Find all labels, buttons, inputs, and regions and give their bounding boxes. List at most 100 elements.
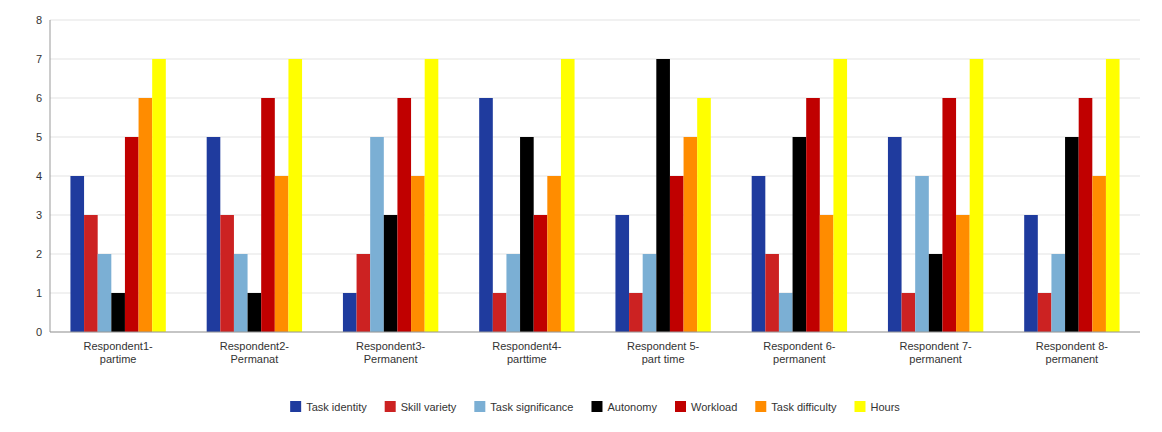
legend-item: Task difficulty: [755, 401, 837, 413]
legend-swatch: [385, 401, 396, 412]
grid-line: [50, 332, 1140, 333]
bar: [1065, 137, 1079, 332]
bar: [479, 98, 493, 332]
bars: [70, 59, 1119, 332]
bar: [357, 254, 371, 332]
y-tick-label: 0: [36, 326, 42, 338]
legend-label: Skill variety: [401, 401, 457, 413]
x-tick-label: Respondent2-Permanat: [220, 340, 289, 365]
bar: [493, 293, 507, 332]
y-tick-label: 1: [36, 287, 42, 299]
bar: [656, 59, 670, 332]
bar: [643, 254, 657, 332]
bar: [684, 137, 698, 332]
x-tick-label: Respondent3-Permanent: [356, 340, 425, 365]
bar: [397, 98, 411, 332]
y-tick-label: 5: [36, 131, 42, 143]
legend-label: Task difficulty: [771, 401, 837, 413]
bar: [84, 215, 98, 332]
x-tick-label: Respondent 5-part time: [627, 340, 699, 365]
legend-swatch: [591, 401, 602, 412]
legend-label: Autonomy: [607, 401, 657, 413]
bar: [111, 293, 125, 332]
legend-item: Task significance: [474, 401, 573, 413]
bar: [1024, 215, 1038, 332]
bar: [234, 254, 248, 332]
bar: [615, 215, 629, 332]
legend-label: Task significance: [490, 401, 573, 413]
legend-swatch: [474, 401, 485, 412]
bar: [779, 293, 793, 332]
bar: [547, 176, 561, 332]
bar: [888, 137, 902, 332]
bar: [534, 215, 548, 332]
bar: [1079, 98, 1093, 332]
legend-label: Workload: [691, 401, 737, 413]
legend-swatch: [755, 401, 766, 412]
y-ticks: 012345678: [36, 14, 42, 338]
legend-swatch: [290, 401, 301, 412]
bar: [765, 254, 779, 332]
bar: [411, 176, 425, 332]
bar: [1051, 254, 1065, 332]
bar: [820, 215, 834, 332]
legend-label: Hours: [870, 401, 900, 413]
chart-container: 012345678Respondent1-partimeRespondent2-…: [0, 0, 1162, 432]
x-tick-label: Respondent 7-permanent: [900, 340, 972, 365]
bar: [261, 98, 275, 332]
grid-line: [50, 20, 1140, 21]
bar: [697, 98, 711, 332]
legend-item: Autonomy: [591, 401, 657, 413]
bar: [1038, 293, 1052, 332]
grid: [50, 20, 1140, 332]
bar: [902, 293, 916, 332]
bar: [152, 59, 166, 332]
y-axis-line: [50, 20, 51, 332]
bar: [806, 98, 820, 332]
bar: [506, 254, 520, 332]
legend-swatch: [675, 401, 686, 412]
bar: [384, 215, 398, 332]
legend-label: Task identity: [306, 401, 367, 413]
bar: [629, 293, 643, 332]
x-axis-line: [50, 332, 1140, 333]
y-tick-label: 6: [36, 92, 42, 104]
bar: [70, 176, 84, 332]
bar: [520, 137, 534, 332]
x-tick-label: Respondent 8-permanent: [1036, 340, 1108, 365]
bar: [752, 176, 766, 332]
bar: [275, 176, 289, 332]
x-tick-label: Respondent 6-permanent: [763, 340, 835, 365]
bar: [248, 293, 262, 332]
bar: [370, 137, 384, 332]
bar: [1106, 59, 1120, 332]
bar: [956, 215, 970, 332]
y-tick-label: 7: [36, 53, 42, 65]
bar: [288, 59, 302, 332]
legend-item: Hours: [854, 401, 900, 413]
bar: [929, 254, 943, 332]
x-tick-label: Respondent4-parttime: [492, 340, 561, 365]
legend-item: Skill variety: [385, 401, 457, 413]
bar: [793, 137, 807, 332]
bar: [942, 98, 956, 332]
y-tick-label: 8: [36, 14, 42, 26]
bar: [125, 137, 139, 332]
bar: [1092, 176, 1106, 332]
y-tick-label: 2: [36, 248, 42, 260]
legend-item: Task identity: [290, 401, 367, 413]
y-tick-label: 3: [36, 209, 42, 221]
bar: [343, 293, 357, 332]
bar: [915, 176, 929, 332]
bar: [207, 137, 221, 332]
bar: [561, 59, 575, 332]
bar: [139, 98, 153, 332]
bar: [833, 59, 847, 332]
chart-svg: 012345678Respondent1-partimeRespondent2-…: [0, 0, 1162, 432]
bar: [670, 176, 684, 332]
legend-swatch: [854, 401, 865, 412]
x-tick-label: Respondent1-partime: [84, 340, 153, 365]
bar: [970, 59, 984, 332]
legend: Task identity Skill variety Task significa…: [290, 401, 900, 413]
bar: [220, 215, 234, 332]
